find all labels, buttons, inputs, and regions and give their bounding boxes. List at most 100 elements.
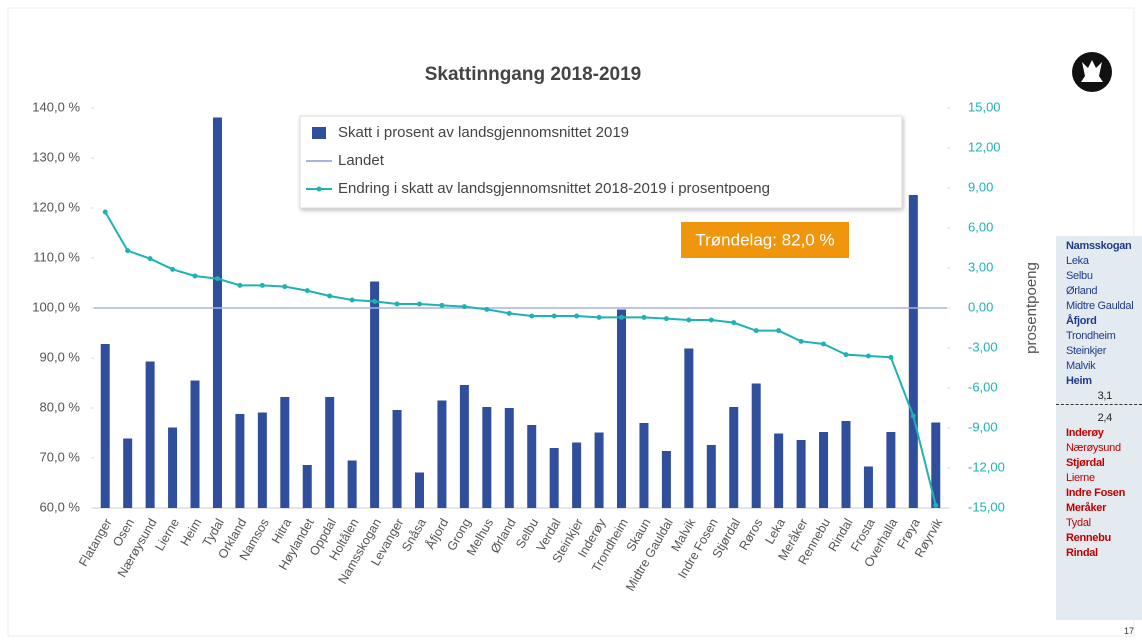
line-marker: [461, 304, 467, 310]
y-tick-label: 100,0 %: [32, 299, 80, 314]
x-tick-label: Røros: [737, 516, 766, 552]
bar: [370, 281, 380, 508]
bar: [212, 117, 222, 508]
bar: [729, 407, 739, 508]
annotation-box: [681, 222, 849, 258]
y-tick-label: 60,0 %: [40, 499, 81, 514]
line-marker: [259, 282, 265, 288]
logo-lion: [1081, 60, 1103, 82]
line-marker: [708, 317, 714, 323]
y2-axis-label: prosentpoeng: [1023, 262, 1040, 354]
line-marker: [686, 317, 692, 323]
line-marker: [147, 256, 153, 262]
bar: [347, 460, 357, 508]
line-marker: [551, 313, 557, 319]
y2-tick-label: -15,00: [968, 499, 1005, 514]
y-tick-label: 70,0 %: [40, 449, 81, 464]
y2-tick-label: -12,00: [968, 459, 1005, 474]
line-marker: [753, 328, 759, 334]
line-marker: [574, 313, 580, 319]
panel-item: Meråker: [1066, 502, 1107, 514]
y-tick-label: 140,0 %: [32, 99, 80, 114]
bar: [572, 442, 582, 508]
y-tick-label: 120,0 %: [32, 199, 80, 214]
panel-item: Åfjord: [1066, 315, 1097, 327]
x-tick-label: Heim: [178, 516, 205, 548]
line-marker: [394, 301, 400, 307]
panel-item: Tydal: [1066, 517, 1091, 529]
panel-value: 3,1: [1056, 389, 1142, 405]
line-marker: [529, 313, 535, 319]
bar: [414, 472, 424, 508]
bar: [908, 195, 918, 508]
line-marker: [865, 353, 871, 359]
line-marker: [619, 314, 625, 320]
bar: [774, 433, 784, 508]
bar: [886, 432, 896, 508]
panel-item: Rennebu: [1066, 532, 1111, 544]
bar: [931, 422, 941, 508]
y2-tick-label: 15,00: [968, 99, 1001, 114]
bar: [235, 414, 245, 508]
bar: [392, 410, 402, 508]
legend-swatch: [316, 186, 322, 192]
bar: [639, 423, 649, 508]
y2-tick-label: 6,00: [968, 219, 993, 234]
panel-value: 2,4: [1097, 412, 1113, 424]
side-panel: Namsskogan Leka Selbu Ørland Midtre Gauldal Å…: [1056, 236, 1142, 620]
bar: [168, 427, 178, 508]
y2-tick-label: 12,00: [968, 139, 1001, 154]
legend-label: Landet: [338, 152, 385, 169]
panel-item: Midtre Gauldal: [1066, 300, 1134, 312]
line-marker: [327, 293, 333, 299]
bar: [661, 451, 671, 508]
bar: [617, 309, 627, 508]
bar: [594, 432, 604, 508]
line-marker: [888, 354, 894, 360]
bar: [841, 421, 851, 508]
y2-tick-label: 9,00: [968, 179, 993, 194]
y-tick-label: 90,0 %: [40, 349, 81, 364]
bar: [123, 438, 133, 508]
line-marker: [798, 338, 804, 344]
line-marker: [349, 297, 355, 303]
line-marker: [596, 314, 602, 320]
line-marker: [506, 310, 512, 316]
bar: [684, 348, 694, 508]
panel-item: Heim: [1066, 375, 1092, 387]
line-marker: [282, 284, 288, 290]
panel-item: Stjørdal: [1066, 457, 1105, 469]
legend-swatch: [312, 127, 326, 139]
line-marker: [731, 320, 737, 326]
line-marker: [641, 314, 647, 320]
panel-item: Indre Fosen: [1066, 487, 1126, 499]
legend-box: [299, 115, 903, 209]
bar: [325, 397, 335, 508]
line: [104, 211, 937, 506]
y2-tick-label: -9,00: [968, 419, 998, 434]
y-tick-label: 130,0 %: [32, 149, 80, 164]
panel-item: Selbu: [1066, 270, 1093, 282]
legend-label: Skatt i prosent av landsgjennomsnittet 2…: [338, 124, 629, 141]
bar: [280, 397, 290, 508]
y2-tick-label: 3,00: [968, 259, 993, 274]
line-marker: [214, 276, 220, 282]
panel-item: Trondheim: [1066, 330, 1116, 342]
bar: [527, 425, 537, 508]
line-marker: [843, 352, 849, 358]
bar: [100, 344, 110, 508]
panel-item: Ørland: [1066, 285, 1098, 297]
line-marker: [102, 209, 108, 215]
line-marker: [910, 413, 916, 419]
bar: [796, 440, 806, 508]
line-marker: [416, 301, 422, 307]
line-marker: [125, 248, 131, 254]
bar: [549, 448, 559, 508]
line-marker: [484, 306, 490, 312]
line-marker: [237, 282, 243, 288]
panel-item: Namsskogan: [1066, 240, 1132, 252]
line-marker: [170, 266, 176, 272]
line-marker: [304, 288, 310, 294]
bar: [863, 466, 873, 508]
